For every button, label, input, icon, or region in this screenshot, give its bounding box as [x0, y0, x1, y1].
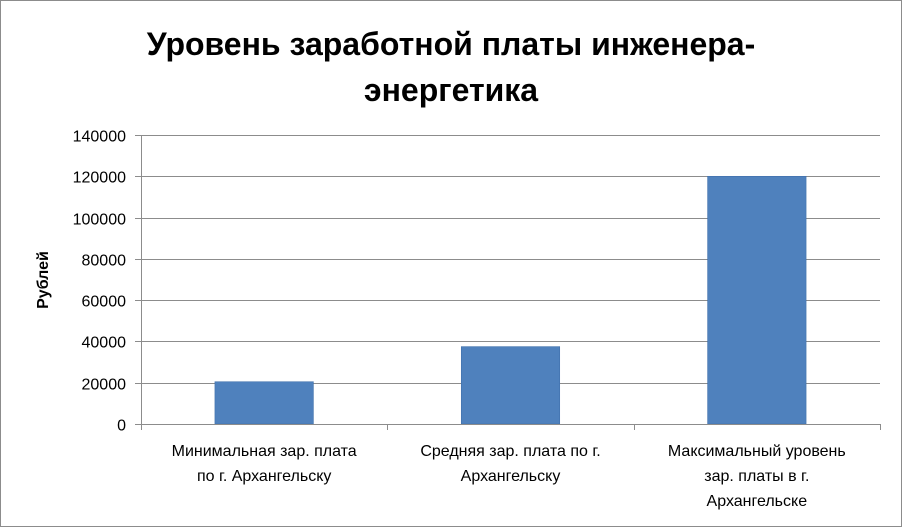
x-category-label-line: Минимальная зар. плата — [172, 443, 357, 460]
bar — [460, 346, 561, 425]
y-tick-label: 20000 — [82, 377, 127, 394]
chart-title: Уровень заработной платы инженера- энерг… — [1, 21, 901, 113]
x-category-label-line: по г. Архангельску — [197, 468, 331, 485]
y-tick-label: 0 — [117, 418, 126, 435]
y-tick-label: 100000 — [73, 212, 126, 229]
chart-title-line-1: Уровень заработной платы инженера- — [146, 26, 756, 62]
x-category-label-line: Средняя зар. плата по г. — [420, 443, 600, 460]
y-tick-labels: 0 20000 40000 60000 80000 100000 120000 140000 — [73, 129, 126, 435]
axes — [135, 135, 881, 430]
bars — [214, 176, 807, 425]
chart-title-line-2: энергетика — [363, 72, 539, 108]
y-tick-label: 60000 — [82, 294, 127, 311]
x-category-label-line: зар. платы в г. — [704, 468, 809, 485]
x-category-label-line: Архангельску — [461, 468, 561, 485]
x-category-label-line: Максимальный уровень — [668, 443, 846, 460]
bar — [214, 381, 314, 425]
y-tick-label: 120000 — [73, 170, 126, 187]
x-category-label: Средняя зар. плата по г. Архангельску — [420, 443, 600, 485]
y-tick-label: 40000 — [82, 335, 127, 352]
x-category-label-line: Архангельске — [707, 493, 808, 510]
bar — [707, 176, 807, 425]
y-tick-label: 80000 — [82, 253, 127, 270]
y-axis-title: Рублей — [35, 251, 52, 309]
x-category-label: Максимальный уровень зар. платы в г. Архан… — [668, 443, 846, 510]
x-category-labels: Минимальная зар. плата по г. Архангельску… — [172, 443, 846, 510]
y-tick-label: 140000 — [73, 129, 126, 146]
x-category-label: Минимальная зар. плата по г. Архангельску — [172, 443, 357, 485]
